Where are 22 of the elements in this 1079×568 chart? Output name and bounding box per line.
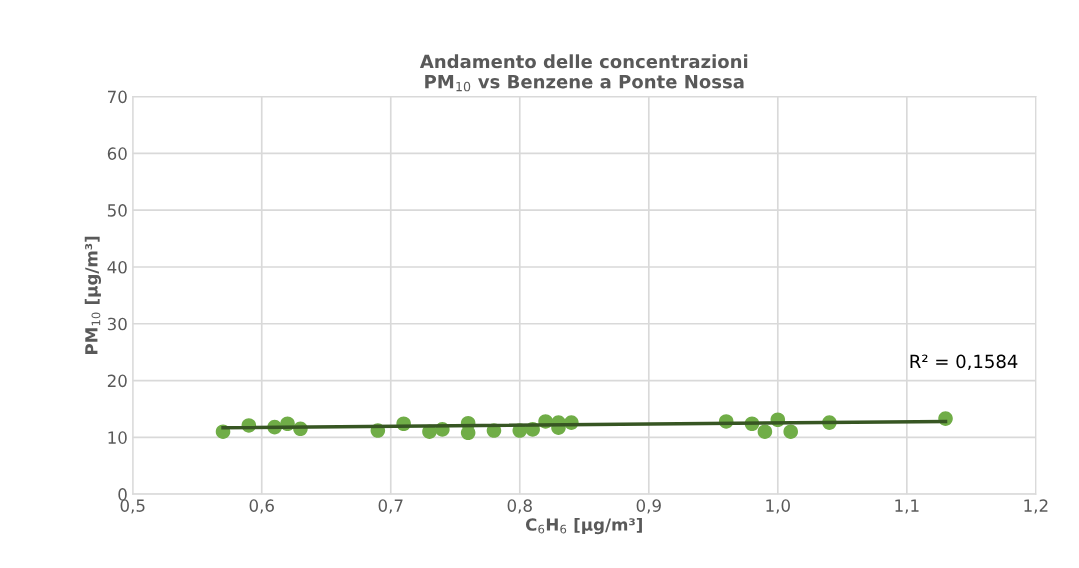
x-tick-label: 1,0 — [766, 499, 790, 514]
y-tick-label: 20 — [107, 374, 127, 388]
x-tick-label: 0,5 — [120, 499, 145, 514]
y-tick-label: 50 — [107, 204, 127, 217]
x-tick-label: 0,8 — [507, 499, 532, 514]
x-tick-label: 0,9 — [636, 499, 661, 514]
y-axis-title: PM$_{10}$ [µg/m³] — [84, 236, 102, 354]
y-tick-label: 10 — [108, 431, 127, 444]
y-tick-label: 0 — [118, 488, 127, 501]
x-tick-label: 1,1 — [895, 499, 919, 514]
x-tick-label: 0,6 — [249, 499, 274, 514]
point — [757, 424, 773, 439]
y-tick-label: 30 — [107, 317, 127, 331]
chart-title: Andamento delle concentrazioni PM$_{10}$ vs Benzene a Ponte Nossa — [419, 54, 748, 92]
x-tick-label: 1,2 — [1024, 499, 1048, 514]
y-tick-label: 40 — [107, 260, 127, 274]
point — [783, 424, 798, 439]
y-tick-label: 70 — [108, 90, 127, 104]
annotation: R² = 0,1584 — [910, 354, 1018, 371]
x-axis-title: C$_{6}$H$_{6}$ [µg/m³] — [525, 517, 642, 535]
x-tick-label: 0,7 — [378, 499, 403, 514]
y-tick-label: 60 — [107, 147, 127, 160]
